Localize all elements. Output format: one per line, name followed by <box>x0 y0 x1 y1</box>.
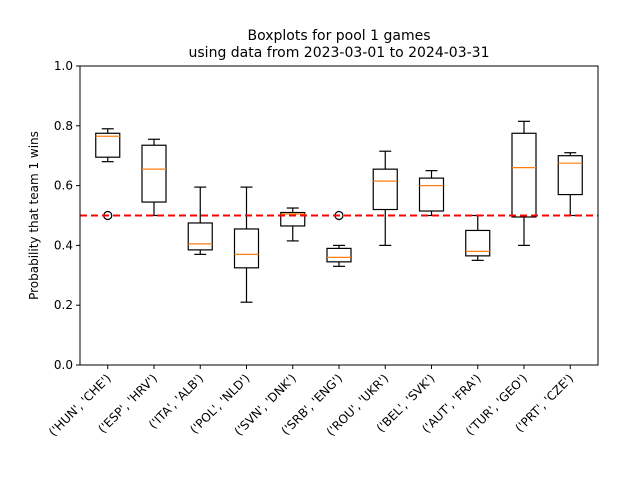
y-tick-label: 0.6 <box>54 179 73 193</box>
box-rect <box>187 222 213 251</box>
box-rect <box>280 211 306 227</box>
box-rect <box>372 168 398 211</box>
y-axis-label: Probability that team 1 wins <box>27 131 41 300</box>
box-rect <box>557 155 583 196</box>
box-rect <box>233 228 260 269</box>
y-tick-label: 0.2 <box>54 298 73 312</box>
box-rect <box>326 247 352 263</box>
y-tick-label: 1.0 <box>54 59 73 73</box>
y-tick-label: 0.8 <box>54 119 73 133</box>
box-rect <box>465 229 491 257</box>
y-tick-label: 0.0 <box>54 358 73 372</box>
chart-title-line1: Boxplots for pool 1 games <box>247 28 430 44</box>
box-rect <box>418 177 445 212</box>
box-rect <box>95 132 121 158</box>
chart-title-line2: using data from 2023-03-01 to 2024-03-31 <box>189 45 490 61</box>
box-rect <box>511 132 537 218</box>
y-tick-label: 0.4 <box>54 238 73 252</box>
box-rect <box>141 144 167 203</box>
